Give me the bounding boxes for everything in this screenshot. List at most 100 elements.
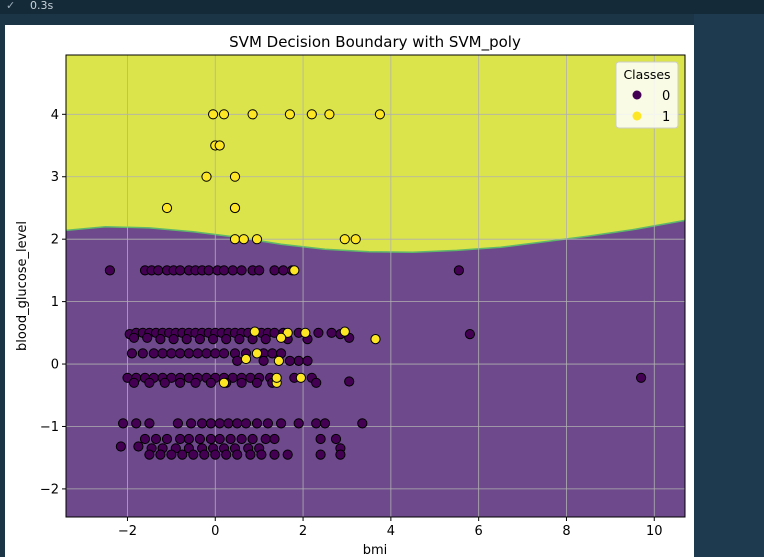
data-point-class-0 <box>133 441 144 452</box>
data-point-class-0 <box>183 433 194 445</box>
data-point-class-0 <box>199 449 210 460</box>
data-point-class-1 <box>251 234 263 245</box>
data-point-class-0 <box>319 418 331 429</box>
chart-svg: SVM Decision Boundary with SVM_poly −2 0 2… <box>15 33 686 557</box>
y-tick-label: −1 <box>40 420 59 435</box>
data-point-class-1 <box>350 234 361 245</box>
x-tick-label: 6 <box>475 524 483 539</box>
data-point-class-0 <box>183 348 194 359</box>
data-point-class-0 <box>221 334 232 345</box>
data-point-class-0 <box>293 355 304 366</box>
data-point-class-1 <box>271 372 282 383</box>
data-point-class-0 <box>194 334 205 345</box>
data-point-class-1 <box>249 326 260 337</box>
x-tick-label: 8 <box>562 524 570 539</box>
data-point-class-0 <box>128 377 140 388</box>
data-point-class-0 <box>161 433 173 445</box>
data-point-class-0 <box>208 334 219 345</box>
data-point-class-1 <box>374 109 385 120</box>
y-tick-label: 1 <box>51 295 59 310</box>
data-point-class-1 <box>218 377 230 388</box>
data-point-class-1 <box>339 326 350 337</box>
data-point-class-1 <box>273 355 284 366</box>
data-point-class-0 <box>175 377 186 388</box>
data-point-class-0 <box>181 334 192 345</box>
data-point-class-0 <box>144 377 155 388</box>
data-point-class-0 <box>236 265 247 276</box>
data-point-class-0 <box>205 418 216 429</box>
data-point-class-0 <box>260 433 271 445</box>
data-point-class-0 <box>175 433 186 445</box>
data-point-class-0 <box>210 449 221 460</box>
data-point-class-0 <box>236 377 247 388</box>
axis-ticks: −2 0 2 4 6 8 10 −2 −1 0 1 2 3 4 <box>40 108 663 539</box>
data-point-class-0 <box>155 334 166 345</box>
x-tick-label: −2 <box>118 524 137 539</box>
data-point-class-1 <box>289 265 300 276</box>
y-axis-label: blood_glucose_level <box>15 221 30 351</box>
legend-title: Classes <box>623 67 670 82</box>
right-panel <box>694 14 764 557</box>
data-point-class-0 <box>144 418 155 429</box>
data-point-class-0 <box>276 418 287 429</box>
data-point-class-1 <box>306 109 317 120</box>
data-point-class-0 <box>150 433 162 445</box>
data-point-class-0 <box>214 418 225 429</box>
data-point-class-0 <box>157 348 168 359</box>
data-point-class-0 <box>251 418 263 429</box>
data-point-class-0 <box>205 377 216 388</box>
data-point-class-0 <box>247 433 258 445</box>
data-point-class-1 <box>276 332 287 343</box>
data-point-class-0 <box>267 348 278 359</box>
data-point-class-0 <box>258 355 269 366</box>
scatter-points <box>104 109 647 460</box>
data-point-class-1 <box>247 109 258 120</box>
data-point-class-0 <box>278 265 289 276</box>
data-point-class-0 <box>251 377 263 388</box>
data-point-class-0 <box>293 418 304 429</box>
legend-box <box>615 61 679 129</box>
data-point-class-1 <box>229 171 241 182</box>
data-point-class-1 <box>229 202 241 214</box>
data-point-class-1 <box>240 353 252 365</box>
chart-figure: SVM Decision Boundary with SVM_poly −2 0 2… <box>5 25 694 557</box>
data-point-class-0 <box>142 332 153 343</box>
legend-marker-0 <box>632 90 642 100</box>
legend-label-1: 1 <box>662 110 670 125</box>
x-tick-label: 10 <box>646 524 663 539</box>
data-point-class-0 <box>201 348 212 359</box>
data-point-class-0 <box>166 348 177 359</box>
data-point-class-0 <box>214 433 225 445</box>
data-point-class-0 <box>262 418 273 429</box>
x-tick-label: 2 <box>299 524 307 539</box>
data-point-class-0 <box>357 418 368 429</box>
data-point-class-0 <box>218 348 230 359</box>
data-point-class-0 <box>131 418 142 429</box>
legend-marker-1 <box>632 111 642 121</box>
data-point-class-0 <box>269 433 280 445</box>
data-point-class-0 <box>166 449 177 460</box>
data-point-class-0 <box>159 377 170 388</box>
y-tick-label: −2 <box>40 482 59 497</box>
data-point-class-0 <box>223 418 234 429</box>
data-point-class-0 <box>128 332 140 343</box>
data-point-class-1 <box>251 348 263 359</box>
data-point-class-0 <box>311 377 322 388</box>
region-class-0 <box>66 220 685 517</box>
data-point-class-0 <box>232 355 243 366</box>
data-point-class-0 <box>115 441 127 452</box>
data-point-class-0 <box>144 449 155 460</box>
data-point-class-0 <box>284 355 295 366</box>
data-point-class-1 <box>238 234 249 245</box>
data-point-class-0 <box>172 418 183 429</box>
data-point-class-0 <box>148 348 159 359</box>
data-point-class-0 <box>126 348 138 359</box>
x-tick-label: 4 <box>387 524 395 539</box>
data-point-class-0 <box>326 327 337 338</box>
data-point-class-0 <box>137 348 148 359</box>
data-point-class-1 <box>201 171 212 182</box>
data-point-class-0 <box>190 377 201 388</box>
data-point-class-0 <box>636 372 647 383</box>
data-point-class-0 <box>236 433 247 445</box>
x-axis-label: bmi <box>363 543 388 557</box>
